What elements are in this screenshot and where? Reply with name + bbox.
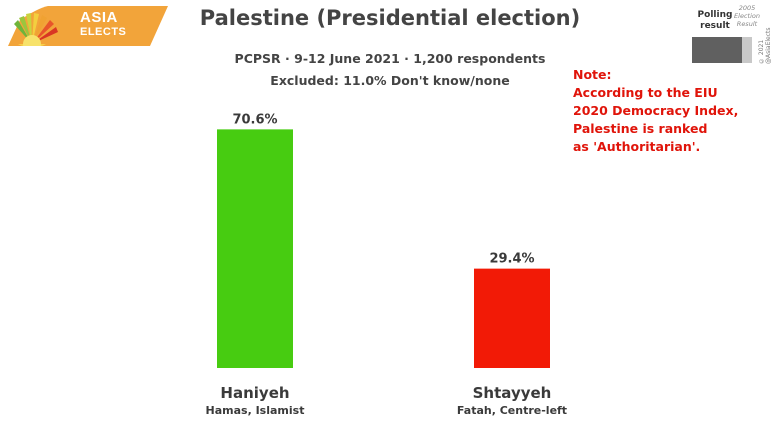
legend-polling-label: Polling result <box>696 10 734 32</box>
logo-line1: ASIA <box>80 9 118 26</box>
value-label: 70.6% <box>232 112 277 127</box>
legend-result-line3: Result <box>736 20 758 28</box>
legend-polling-line2: result <box>700 21 730 31</box>
category-label: Shtayyeh <box>473 384 552 402</box>
chart-title: Palestine (Presidential election) <box>199 6 581 30</box>
excluded-info: Excluded: 11.0% Don't know/none <box>270 73 510 88</box>
asia-elects-logo <box>8 6 168 46</box>
logo-line2: ELECTS <box>80 26 127 38</box>
legend-polling-line1: Polling <box>697 10 733 20</box>
legend-result-line2: Election <box>734 12 760 20</box>
legend: Polling result 2005 Election Result <box>692 4 772 66</box>
poll-info: PCPSR · 9-12 June 2021 · 1,200 responden… <box>234 51 546 66</box>
category-label: Haniyeh <box>220 384 289 402</box>
note-line: According to the EIU <box>573 85 718 100</box>
sun-rays-icon <box>14 13 58 46</box>
note-line: as 'Authoritarian'. <box>573 139 701 154</box>
democracy-note: Note: According to the EIU 2020 Democrac… <box>573 66 738 156</box>
logo-text: ASIA ELECTS <box>80 10 126 40</box>
bar-shtayyeh <box>474 268 550 368</box>
bar-haniyeh <box>217 129 293 368</box>
note-line: Note: <box>573 67 612 82</box>
legend-polling-swatch <box>692 37 744 63</box>
note-line: Palestine is ranked <box>573 121 708 136</box>
category-subtitle: Fatah, Centre-left <box>457 404 567 417</box>
legend-result-label: 2005 Election Result <box>732 4 762 28</box>
note-line: 2020 Democracy Index, <box>573 103 739 118</box>
legend-result-swatch <box>742 37 752 63</box>
value-label: 29.4% <box>489 252 534 267</box>
category-subtitle: Hamas, Islamist <box>206 404 305 417</box>
legend-result-line1: 2005 <box>738 4 756 12</box>
